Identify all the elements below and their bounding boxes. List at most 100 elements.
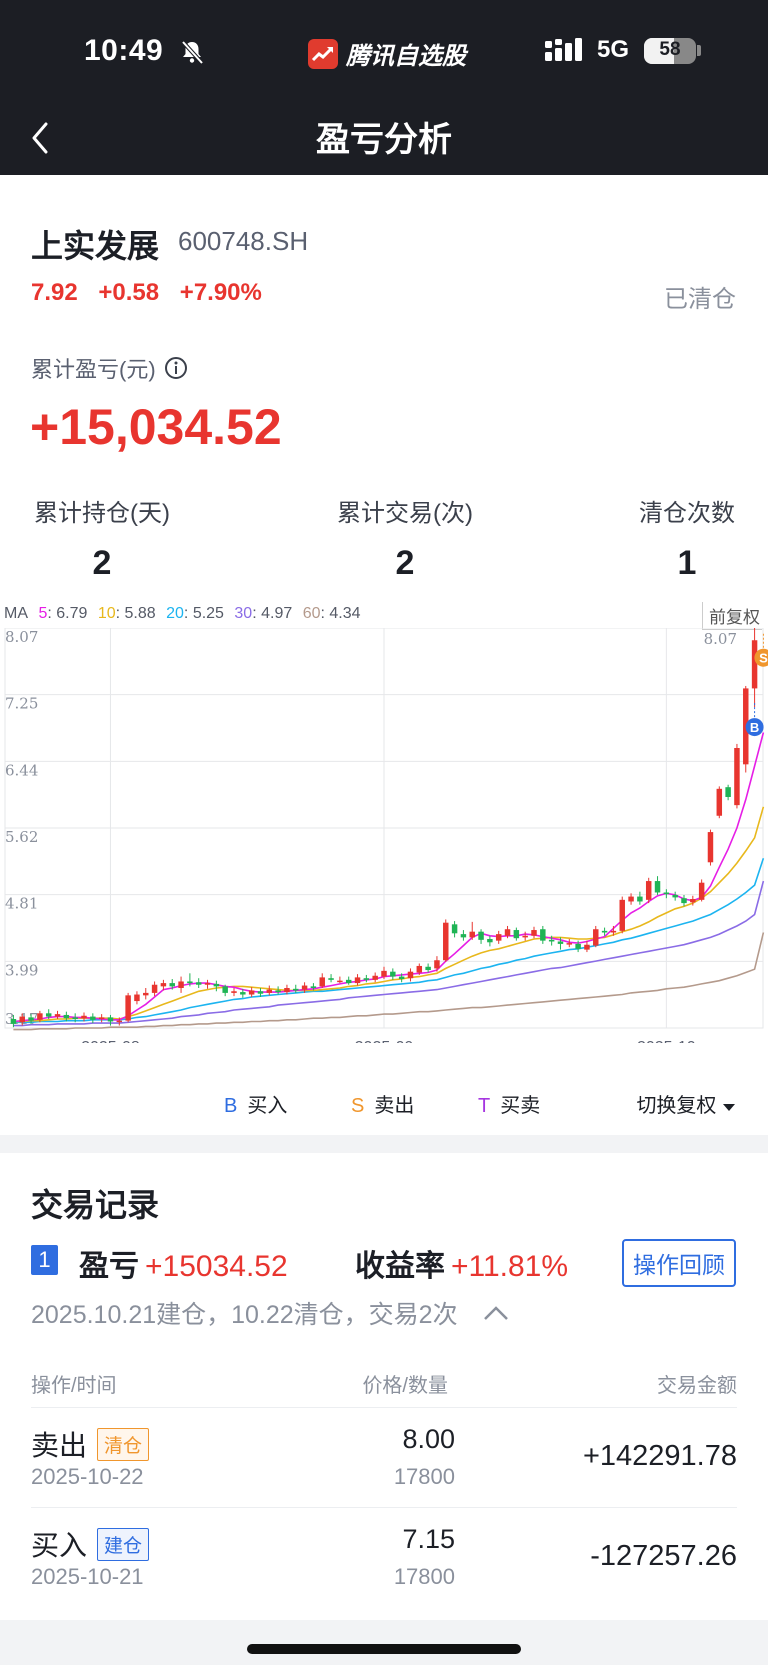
candle-body [628, 896, 634, 902]
back-arrow-icon[interactable] [26, 118, 56, 158]
trade-index-badge: 1 [31, 1245, 58, 1275]
candle-body [19, 1016, 25, 1023]
stat-value: 2 [395, 544, 415, 582]
switch-adjust-button[interactable]: 切换复权 [636, 1089, 736, 1118]
candle-body [293, 988, 299, 991]
candle-body [469, 931, 475, 938]
stat-hold-days: 累计持仓(天) 2 [31, 493, 173, 583]
candle-body [169, 983, 175, 987]
battery-percent: 58 [659, 39, 681, 60]
battery-cap [697, 45, 701, 56]
candle-body [107, 1017, 114, 1022]
candle-body [637, 896, 643, 902]
candle-body [707, 832, 714, 863]
candle-body [645, 881, 652, 900]
candle-body [72, 1017, 78, 1020]
review-button[interactable]: 操作回顾 [622, 1239, 736, 1287]
ma-line-20 [13, 857, 765, 1024]
candle-body [610, 930, 617, 933]
ma-line-30 [13, 880, 765, 1027]
page-title: 盈亏分析 [316, 121, 452, 159]
signal-icon [545, 38, 582, 61]
candle-body [381, 970, 387, 977]
trade-row[interactable]: 卖出 清仓 2025-10-22 8.00 17800 +142291.78 [31, 1407, 737, 1508]
pnl-label-row: 累计盈亏(元) [31, 352, 188, 384]
ma-line-5 [13, 732, 765, 1023]
summary-card: 上实发展 600748.SH 7.92 +0.58 +7.90% 已清仓 累计盈… [0, 175, 768, 1135]
candle-body [575, 943, 581, 949]
candle-body [601, 930, 608, 933]
stock-name: 上实发展 [31, 228, 160, 264]
app-brand: 腾讯自选股 [308, 36, 466, 71]
pnl-label: 累计盈亏(元) [31, 357, 156, 382]
status-time: 10:49 [84, 34, 164, 67]
header-amount: 交易金额 [657, 1375, 737, 1397]
ma-item-5: 5: 6.79 [38, 605, 88, 622]
x-tick-label: 2025-08 [81, 1039, 140, 1043]
candle-body [363, 978, 370, 980]
y-tick-label: 6.44 [5, 761, 38, 779]
candle-body [478, 931, 484, 940]
network-type: 5G [597, 36, 630, 63]
candle-body [98, 1017, 105, 1020]
adjust-mode-tag[interactable]: 前复权 [702, 602, 762, 630]
candle-body [143, 992, 149, 996]
ma-prefix: MA [4, 605, 28, 622]
stat-value: 1 [677, 544, 697, 582]
chevron-up-icon[interactable] [482, 1305, 510, 1321]
candle-body [275, 990, 281, 993]
caret-down-icon [723, 1104, 735, 1111]
trade-price: 7.15 [402, 1524, 455, 1554]
trade-pnl: 盈亏 +15034.52 [79, 1250, 288, 1283]
trade-return: 收益率 +11.81% [355, 1250, 569, 1283]
candle-body [751, 640, 758, 689]
candle-body [672, 894, 678, 898]
candle-body [407, 971, 414, 979]
trade-summary[interactable]: 2025.10.21建仓，10.22清仓，交易2次 [31, 1295, 510, 1331]
trade-amount: +142291.78 [582, 1440, 737, 1472]
candle-body [654, 881, 661, 893]
candle-body [90, 1016, 96, 1020]
trade-marker-letter: B [750, 720, 759, 735]
candle-body [160, 983, 167, 987]
candle-body [337, 980, 343, 983]
candle-body [460, 934, 467, 938]
info-icon[interactable] [164, 356, 188, 380]
trade-date: 2025-10-22 [31, 1464, 144, 1489]
ma-legend: MA 5: 6.79 10: 5.88 20: 5.25 30: 4.97 60… [4, 605, 367, 623]
stat-value: 2 [92, 544, 112, 582]
position-status: 已清仓 [664, 286, 736, 313]
candle-body [425, 966, 431, 971]
stock-price: 7.92 [31, 279, 78, 306]
candle-body [178, 981, 184, 988]
header-price-qty: 价格/数量 [362, 1375, 448, 1397]
candle-body [54, 1014, 61, 1017]
ma-item-60: 60: 4.34 [302, 605, 361, 622]
pnl-value: +15,034.52 [30, 399, 282, 455]
candle-body [398, 976, 405, 980]
trade-date: 2025-10-21 [31, 1564, 144, 1589]
stock-change-pct: +7.90% [179, 279, 262, 306]
candle-body [284, 988, 290, 993]
stat-label: 累计持仓(天) [34, 500, 170, 527]
candle-body [593, 929, 599, 946]
trade-qty: 17800 [393, 1464, 455, 1489]
y-tick-label: 7.25 [5, 695, 38, 713]
top-bar: 10:49 腾讯自选股 5G 58 盈亏分析 [0, 0, 768, 175]
x-tick-label: 2025-10 [637, 1039, 696, 1043]
candle-body [231, 991, 237, 993]
candlestick-chart[interactable]: 8.077.256.445.624.813.993.172025-082025-… [0, 628, 768, 1043]
trade-tag: 建仓 [97, 1527, 150, 1561]
trade-row[interactable]: 买入 建仓 2025-10-21 7.15 17800 -127257.26 [31, 1507, 737, 1608]
candle-body [63, 1014, 70, 1019]
candle-body [151, 984, 158, 993]
tencent-stock-logo-icon [308, 38, 338, 69]
legend-trade: T 买卖 [478, 1095, 541, 1117]
candle-body [222, 986, 228, 993]
trade-records-card: 交易记录 1 盈亏 +15034.52 收益率 +11.81% 操作回顾 2025.… [0, 1153, 768, 1620]
ma-item-30: 30: 4.97 [234, 605, 293, 622]
stat-label: 累计交易(次) [337, 500, 473, 527]
stat-clear-count: 清仓次数 1 [635, 493, 739, 583]
candle-body [557, 941, 564, 944]
legend-sell: S 卖出 [351, 1095, 415, 1117]
